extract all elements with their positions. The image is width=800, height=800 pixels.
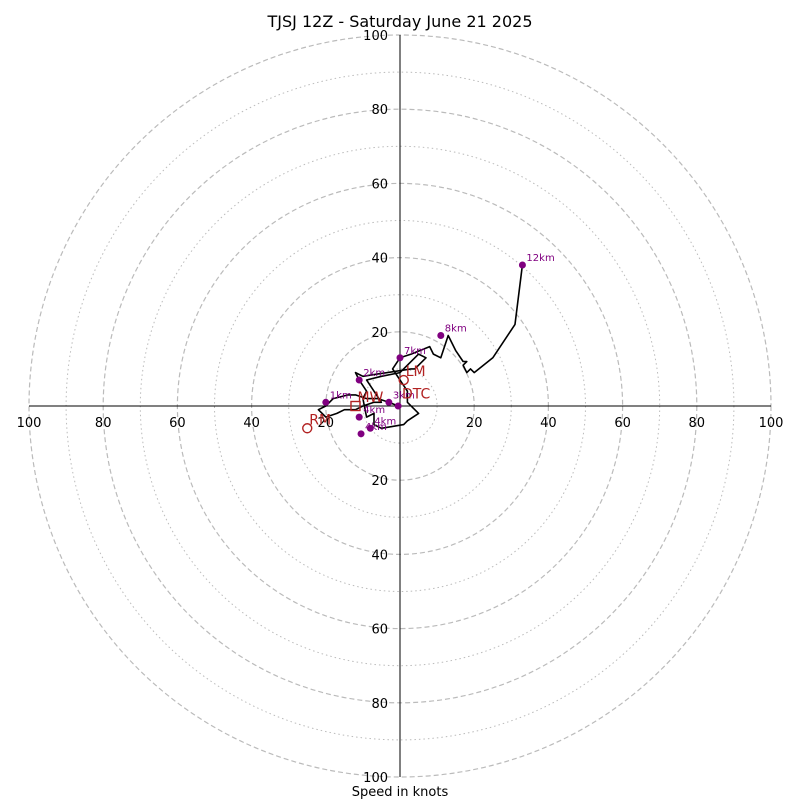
wind-trace <box>317 264 524 430</box>
height-marker-label: 4km <box>374 416 396 427</box>
height-marker-label: 8km <box>445 324 467 335</box>
height-marker-label: 1km <box>330 390 352 401</box>
height-marker-dot <box>355 413 363 421</box>
tick-label: 60 <box>614 416 631 431</box>
tick-label: 20 <box>371 474 388 489</box>
tick-label: 60 <box>371 177 388 192</box>
height-marker-dot <box>366 424 374 432</box>
tick-label: 40 <box>243 416 260 431</box>
height-marker-label: 4km <box>363 405 385 416</box>
tick-label: 20 <box>371 326 388 341</box>
storm-motion-circle <box>398 374 409 386</box>
tick-label: 40 <box>371 252 388 267</box>
tick-label: 80 <box>95 416 112 431</box>
tick-labels: 100 80 60 40 20 20 40 60 80 100 20 40 60 80 100 20 40 60 8… <box>17 29 784 786</box>
height-marker-label: 4km <box>365 422 387 433</box>
tick-label: 80 <box>371 103 388 118</box>
tick-label: 40 <box>540 416 557 431</box>
height-marker-dot <box>518 261 526 269</box>
storm-motion-markers: LM RM MW DTC <box>302 364 431 434</box>
height-marker-dot <box>355 376 363 384</box>
wind-trace-line <box>317 264 524 430</box>
height-marker-dot <box>322 398 330 406</box>
storm-motion-label: MW <box>357 390 383 406</box>
storm-motion-circle <box>302 423 313 434</box>
height-marker-label: 3km <box>393 390 415 401</box>
tick-label: 80 <box>689 416 706 431</box>
height-marker-dot <box>396 354 404 362</box>
height-marker-dot <box>437 332 445 340</box>
tick-label: 100 <box>759 416 784 431</box>
storm-motion-label: LM <box>406 364 426 380</box>
tick-label: 100 <box>363 29 388 44</box>
storm-motion-label: DTC <box>402 386 431 402</box>
tick-label: 60 <box>371 623 388 638</box>
height-marker-dot <box>357 430 365 438</box>
height-marker-dot <box>394 402 402 410</box>
tick-label: 60 <box>169 416 186 431</box>
tick-label: 100 <box>363 771 388 786</box>
storm-motion-square <box>350 400 361 412</box>
height-marker-label: 12km <box>526 253 554 264</box>
height-marker-label: 7km <box>404 346 426 357</box>
height-marker-label: 2km <box>363 368 385 379</box>
tick-label: 100 <box>17 416 42 431</box>
chart-title: TJSJ 12Z - Saturday June 21 2025 <box>267 12 533 31</box>
storm-motion-label: RM <box>309 412 331 428</box>
x-axis-label: Speed in knots <box>352 785 449 800</box>
tick-label: 80 <box>371 697 388 712</box>
tick-label: 20 <box>318 416 335 431</box>
tick-label: 40 <box>371 548 388 563</box>
tick-label: 20 <box>466 416 483 431</box>
height-marker-dot <box>385 398 393 406</box>
